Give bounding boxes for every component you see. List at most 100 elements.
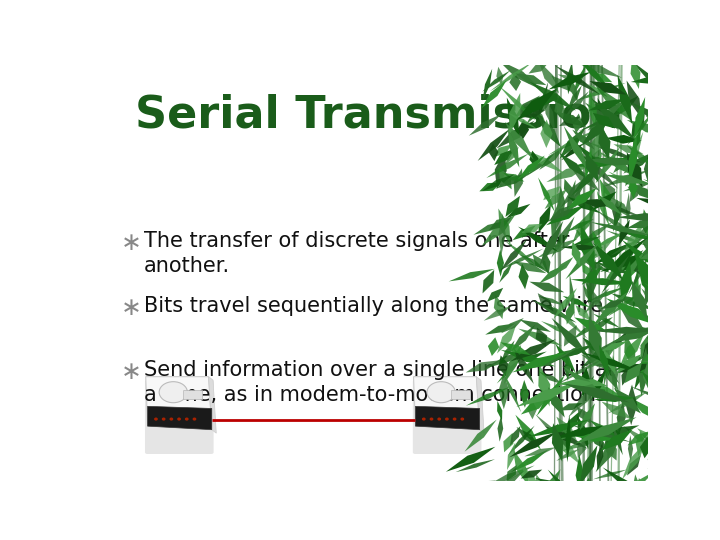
Polygon shape — [507, 112, 538, 129]
Polygon shape — [523, 148, 564, 173]
Polygon shape — [640, 368, 675, 390]
Polygon shape — [539, 60, 559, 93]
Polygon shape — [655, 172, 711, 178]
Polygon shape — [659, 325, 664, 365]
Polygon shape — [587, 142, 642, 163]
Polygon shape — [557, 423, 569, 450]
Polygon shape — [493, 145, 511, 157]
Polygon shape — [497, 356, 523, 383]
Polygon shape — [570, 425, 631, 442]
Polygon shape — [625, 362, 642, 383]
Polygon shape — [591, 98, 636, 140]
Polygon shape — [649, 217, 678, 254]
Circle shape — [155, 418, 157, 420]
Polygon shape — [557, 75, 585, 83]
Polygon shape — [582, 338, 608, 357]
Polygon shape — [646, 116, 665, 128]
Polygon shape — [559, 344, 595, 359]
Polygon shape — [490, 62, 534, 91]
Polygon shape — [593, 242, 624, 281]
Polygon shape — [573, 225, 598, 259]
Text: Serial Transmission: Serial Transmission — [135, 94, 623, 137]
Polygon shape — [631, 258, 643, 276]
Polygon shape — [519, 480, 528, 522]
Polygon shape — [486, 153, 528, 178]
Polygon shape — [554, 111, 586, 127]
Polygon shape — [564, 355, 571, 381]
Polygon shape — [570, 278, 635, 285]
Polygon shape — [603, 362, 618, 392]
Polygon shape — [588, 432, 609, 451]
Polygon shape — [528, 420, 590, 437]
Polygon shape — [660, 438, 700, 455]
Polygon shape — [559, 117, 580, 126]
Polygon shape — [546, 205, 585, 225]
FancyBboxPatch shape — [413, 380, 482, 454]
Polygon shape — [596, 426, 639, 438]
Polygon shape — [497, 401, 503, 421]
Polygon shape — [621, 366, 629, 386]
Polygon shape — [662, 352, 670, 379]
Polygon shape — [145, 377, 212, 430]
Polygon shape — [558, 186, 565, 218]
Polygon shape — [497, 323, 516, 354]
Polygon shape — [559, 429, 578, 440]
Polygon shape — [616, 248, 647, 289]
Polygon shape — [616, 402, 626, 433]
Circle shape — [186, 418, 188, 420]
Polygon shape — [571, 158, 633, 167]
Polygon shape — [636, 198, 677, 208]
Polygon shape — [539, 146, 564, 170]
Polygon shape — [579, 257, 611, 273]
Polygon shape — [592, 231, 603, 254]
Polygon shape — [555, 343, 576, 373]
Polygon shape — [630, 485, 642, 505]
Polygon shape — [628, 431, 651, 445]
Polygon shape — [614, 388, 641, 414]
Polygon shape — [505, 240, 536, 265]
Polygon shape — [644, 282, 685, 317]
Polygon shape — [608, 392, 648, 414]
Polygon shape — [552, 318, 591, 360]
Polygon shape — [590, 81, 626, 94]
Polygon shape — [645, 363, 670, 382]
Polygon shape — [575, 455, 584, 496]
Polygon shape — [603, 344, 610, 388]
Polygon shape — [585, 158, 644, 166]
Polygon shape — [482, 270, 494, 293]
Polygon shape — [518, 156, 545, 180]
Circle shape — [454, 418, 456, 420]
Polygon shape — [580, 376, 594, 397]
Polygon shape — [642, 209, 652, 241]
Polygon shape — [509, 93, 521, 134]
Polygon shape — [477, 377, 484, 433]
Polygon shape — [557, 357, 606, 384]
Polygon shape — [527, 153, 554, 176]
Polygon shape — [512, 352, 567, 373]
Polygon shape — [509, 431, 558, 457]
Polygon shape — [589, 420, 621, 441]
Polygon shape — [630, 386, 678, 406]
Polygon shape — [649, 397, 675, 417]
Polygon shape — [556, 96, 564, 118]
Polygon shape — [582, 263, 592, 278]
Polygon shape — [559, 379, 595, 388]
Polygon shape — [632, 129, 641, 154]
Polygon shape — [595, 146, 620, 184]
Polygon shape — [639, 432, 675, 464]
Polygon shape — [485, 323, 516, 335]
Polygon shape — [540, 119, 552, 148]
Polygon shape — [554, 102, 564, 118]
Polygon shape — [590, 222, 654, 237]
Circle shape — [438, 418, 441, 420]
Polygon shape — [498, 208, 510, 245]
Polygon shape — [593, 152, 603, 170]
Polygon shape — [631, 474, 644, 514]
Polygon shape — [623, 182, 654, 191]
Polygon shape — [557, 449, 580, 461]
Polygon shape — [609, 328, 630, 353]
Polygon shape — [612, 229, 669, 243]
Polygon shape — [631, 112, 645, 139]
Polygon shape — [545, 426, 588, 449]
Polygon shape — [674, 170, 710, 179]
